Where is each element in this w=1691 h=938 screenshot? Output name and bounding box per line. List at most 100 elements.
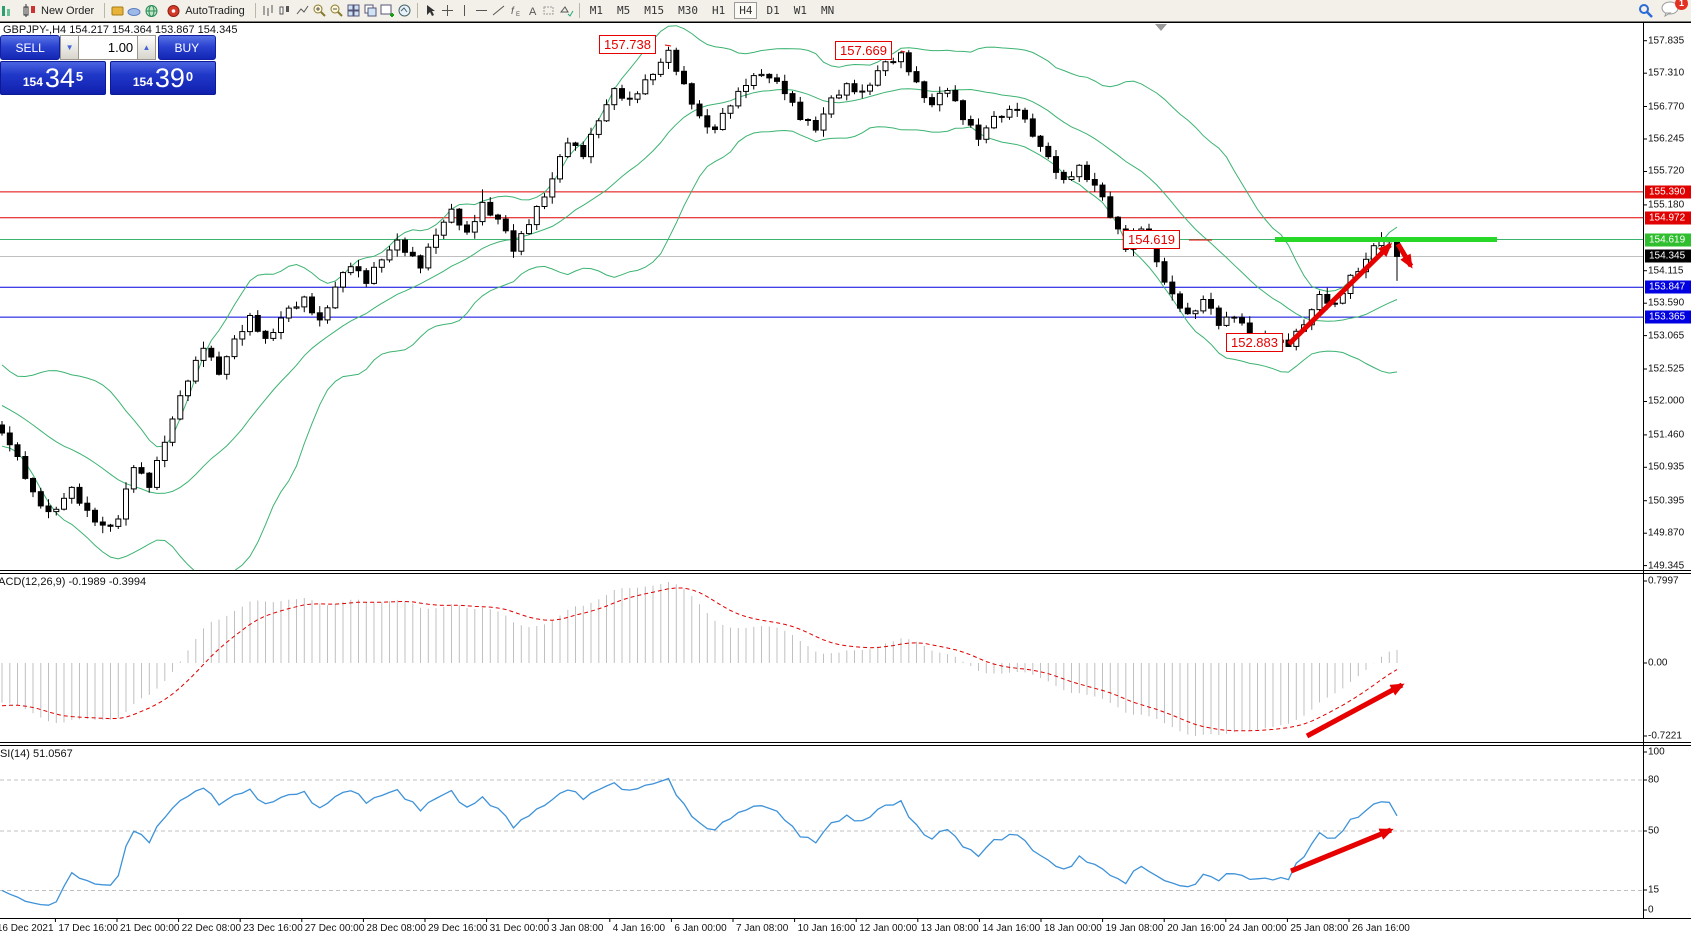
notifications-bubble[interactable]: 1 — [1661, 0, 1688, 20]
text-tool-icon[interactable]: A — [525, 3, 540, 18]
price-axis-label: 156.245 — [1648, 133, 1685, 145]
volume-input[interactable]: 1.00 — [78, 35, 138, 60]
new-chart-icon[interactable] — [380, 3, 395, 18]
vertical-line-tool-icon[interactable] — [457, 3, 472, 18]
price-axis-label: 154.115 — [1648, 265, 1684, 277]
cursor-icon[interactable] — [423, 3, 438, 18]
price-axis-label: 156.770 — [1648, 101, 1685, 113]
volume-increase-button[interactable]: ▲ — [137, 35, 156, 60]
separator — [416, 3, 418, 18]
line-chart-icon[interactable] — [295, 3, 310, 18]
svg-text:f: f — [511, 6, 515, 17]
trendline-tool-icon[interactable] — [491, 3, 506, 18]
gold-box-icon[interactable] — [110, 3, 125, 18]
rsi-axis-label: 50 — [1648, 825, 1660, 837]
price-axis-label: 150.395 — [1648, 495, 1685, 507]
date-axis-label: 4 Jan 16:00 — [612, 923, 666, 934]
timeframe-m1[interactable]: M1 — [589, 4, 603, 17]
new-order-icon — [22, 3, 37, 18]
svg-text:E: E — [516, 12, 520, 18]
price-annotation-157669[interactable]: 157.669 — [835, 41, 892, 60]
autotrading-button[interactable]: AutoTrading — [161, 1, 250, 20]
toolbar-right-group: 1 — [1638, 0, 1691, 20]
timeframe-h1[interactable]: H1 — [711, 4, 726, 17]
chart-profiles-icon[interactable] — [397, 3, 412, 18]
price-annotation-152883[interactable]: 152.883 — [1226, 333, 1283, 352]
price-axis-badge: 154.619 — [1645, 233, 1691, 247]
zoom-out-icon[interactable] — [329, 3, 344, 18]
timeframe-h4[interactable]: H4 — [734, 2, 758, 19]
bar-chart-icon[interactable] — [261, 3, 276, 18]
price-axis-label: 153.590 — [1648, 297, 1685, 309]
label-tool-icon[interactable] — [542, 3, 557, 18]
timeframe-m5[interactable]: M5 — [616, 4, 631, 17]
zoom-in-icon[interactable] — [312, 3, 327, 18]
timeframe-m30[interactable]: M30 — [678, 4, 698, 17]
date-axis-label: 19 Jan 08:00 — [1105, 923, 1164, 934]
tile-windows-icon[interactable] — [346, 3, 361, 18]
macd-indicator-label: MACD(12,26,9) -0.1989 -0.3994 — [0, 576, 147, 588]
timeframe-m15[interactable]: M15 — [644, 4, 665, 17]
new-order-label: New Order — [41, 4, 95, 17]
price-axis-badge: 154.972 — [1645, 211, 1691, 225]
date-axis-label: 27 Dec 00:00 — [304, 923, 365, 934]
globe-icon[interactable] — [144, 3, 159, 18]
timeframe-w1[interactable]: W1 — [793, 4, 807, 17]
price-annotation-154619[interactable]: 154.619 — [1123, 230, 1180, 249]
svg-text:A: A — [529, 6, 537, 18]
date-axis-label: 21 Dec 00:00 — [120, 923, 180, 934]
date-axis-label: 22 Dec 08:00 — [181, 923, 242, 934]
cloud-icon[interactable] — [127, 3, 142, 18]
date-axis-label: 23 Dec 16:00 — [243, 923, 303, 934]
crosshair-icon[interactable] — [440, 3, 455, 18]
timeframe-d1[interactable]: D1 — [766, 4, 780, 17]
date-axis-label: 7 Jan 08:00 — [736, 923, 789, 934]
rsi-axis-label: 80 — [1648, 774, 1660, 786]
volume-decrease-button[interactable]: ▼ — [60, 35, 79, 60]
date-axis-label: 31 Dec 00:00 — [489, 923, 550, 934]
macd-axis-label: 0.00 — [1648, 657, 1668, 669]
cascade-windows-icon[interactable] — [363, 3, 378, 18]
date-axis-label: 26 Jan 16:00 — [1352, 923, 1410, 934]
sell-price-sup: 5 — [75, 69, 84, 84]
buy-price-big: 39 — [154, 63, 185, 93]
sell-price-big: 34 — [44, 63, 75, 93]
date-axis-label: 12 Jan 00:00 — [859, 923, 918, 934]
date-axis-label: 13 Jan 08:00 — [920, 923, 979, 934]
date-axis-label: 10 Jan 16:00 — [797, 923, 856, 934]
separator — [578, 3, 580, 18]
horizontal-line-tool-icon[interactable] — [474, 3, 489, 18]
date-axis-label: 6 Jan 00:00 — [674, 923, 727, 934]
new-order-button[interactable]: New Order — [17, 1, 99, 20]
buy-button[interactable]: BUY — [157, 35, 217, 60]
price-axis-label: 153.065 — [1648, 330, 1685, 342]
rsi-axis-label: 15 — [1648, 884, 1660, 896]
price-axis-label: 157.835 — [1648, 35, 1685, 47]
date-axis-label: 20 Jan 16:00 — [1167, 923, 1226, 934]
buy-price-prefix: 154 — [132, 75, 153, 89]
price-annotation-157738[interactable]: 157.738 — [599, 35, 656, 54]
price-axis-badge: 153.365 — [1645, 310, 1691, 324]
sell-price-display[interactable]: 154 34 5 — [0, 61, 106, 95]
rsi-indicator-label: RSI(14) 51.0567 — [0, 748, 73, 760]
sell-button[interactable]: SELL — [0, 35, 61, 60]
timeframe-mn[interactable]: MN — [820, 4, 835, 17]
date-axis-label: 16 Dec 2021 — [0, 923, 54, 934]
price-axis-label: 149.345 — [1648, 560, 1685, 572]
buy-price-display[interactable]: 154 39 0 — [110, 61, 216, 95]
price-axis-label: 149.870 — [1648, 527, 1685, 539]
price-axis-label: 155.180 — [1648, 199, 1685, 211]
price-axis-badge: 154.345 — [1645, 249, 1691, 263]
date-axis-label: 14 Jan 16:00 — [982, 923, 1041, 934]
price-axis-label: 151.460 — [1648, 429, 1685, 441]
candlestick-chart-icon[interactable] — [278, 3, 293, 18]
separator — [104, 3, 106, 18]
date-axis-label: 28 Dec 08:00 — [366, 923, 426, 934]
autotrading-status-icon — [166, 3, 181, 18]
date-axis-label: 25 Jan 08:00 — [1290, 923, 1349, 934]
buy-price-sup: 0 — [185, 69, 194, 84]
shapes-tool-icon[interactable] — [559, 3, 574, 18]
search-wrench-icon[interactable] — [1638, 3, 1653, 18]
